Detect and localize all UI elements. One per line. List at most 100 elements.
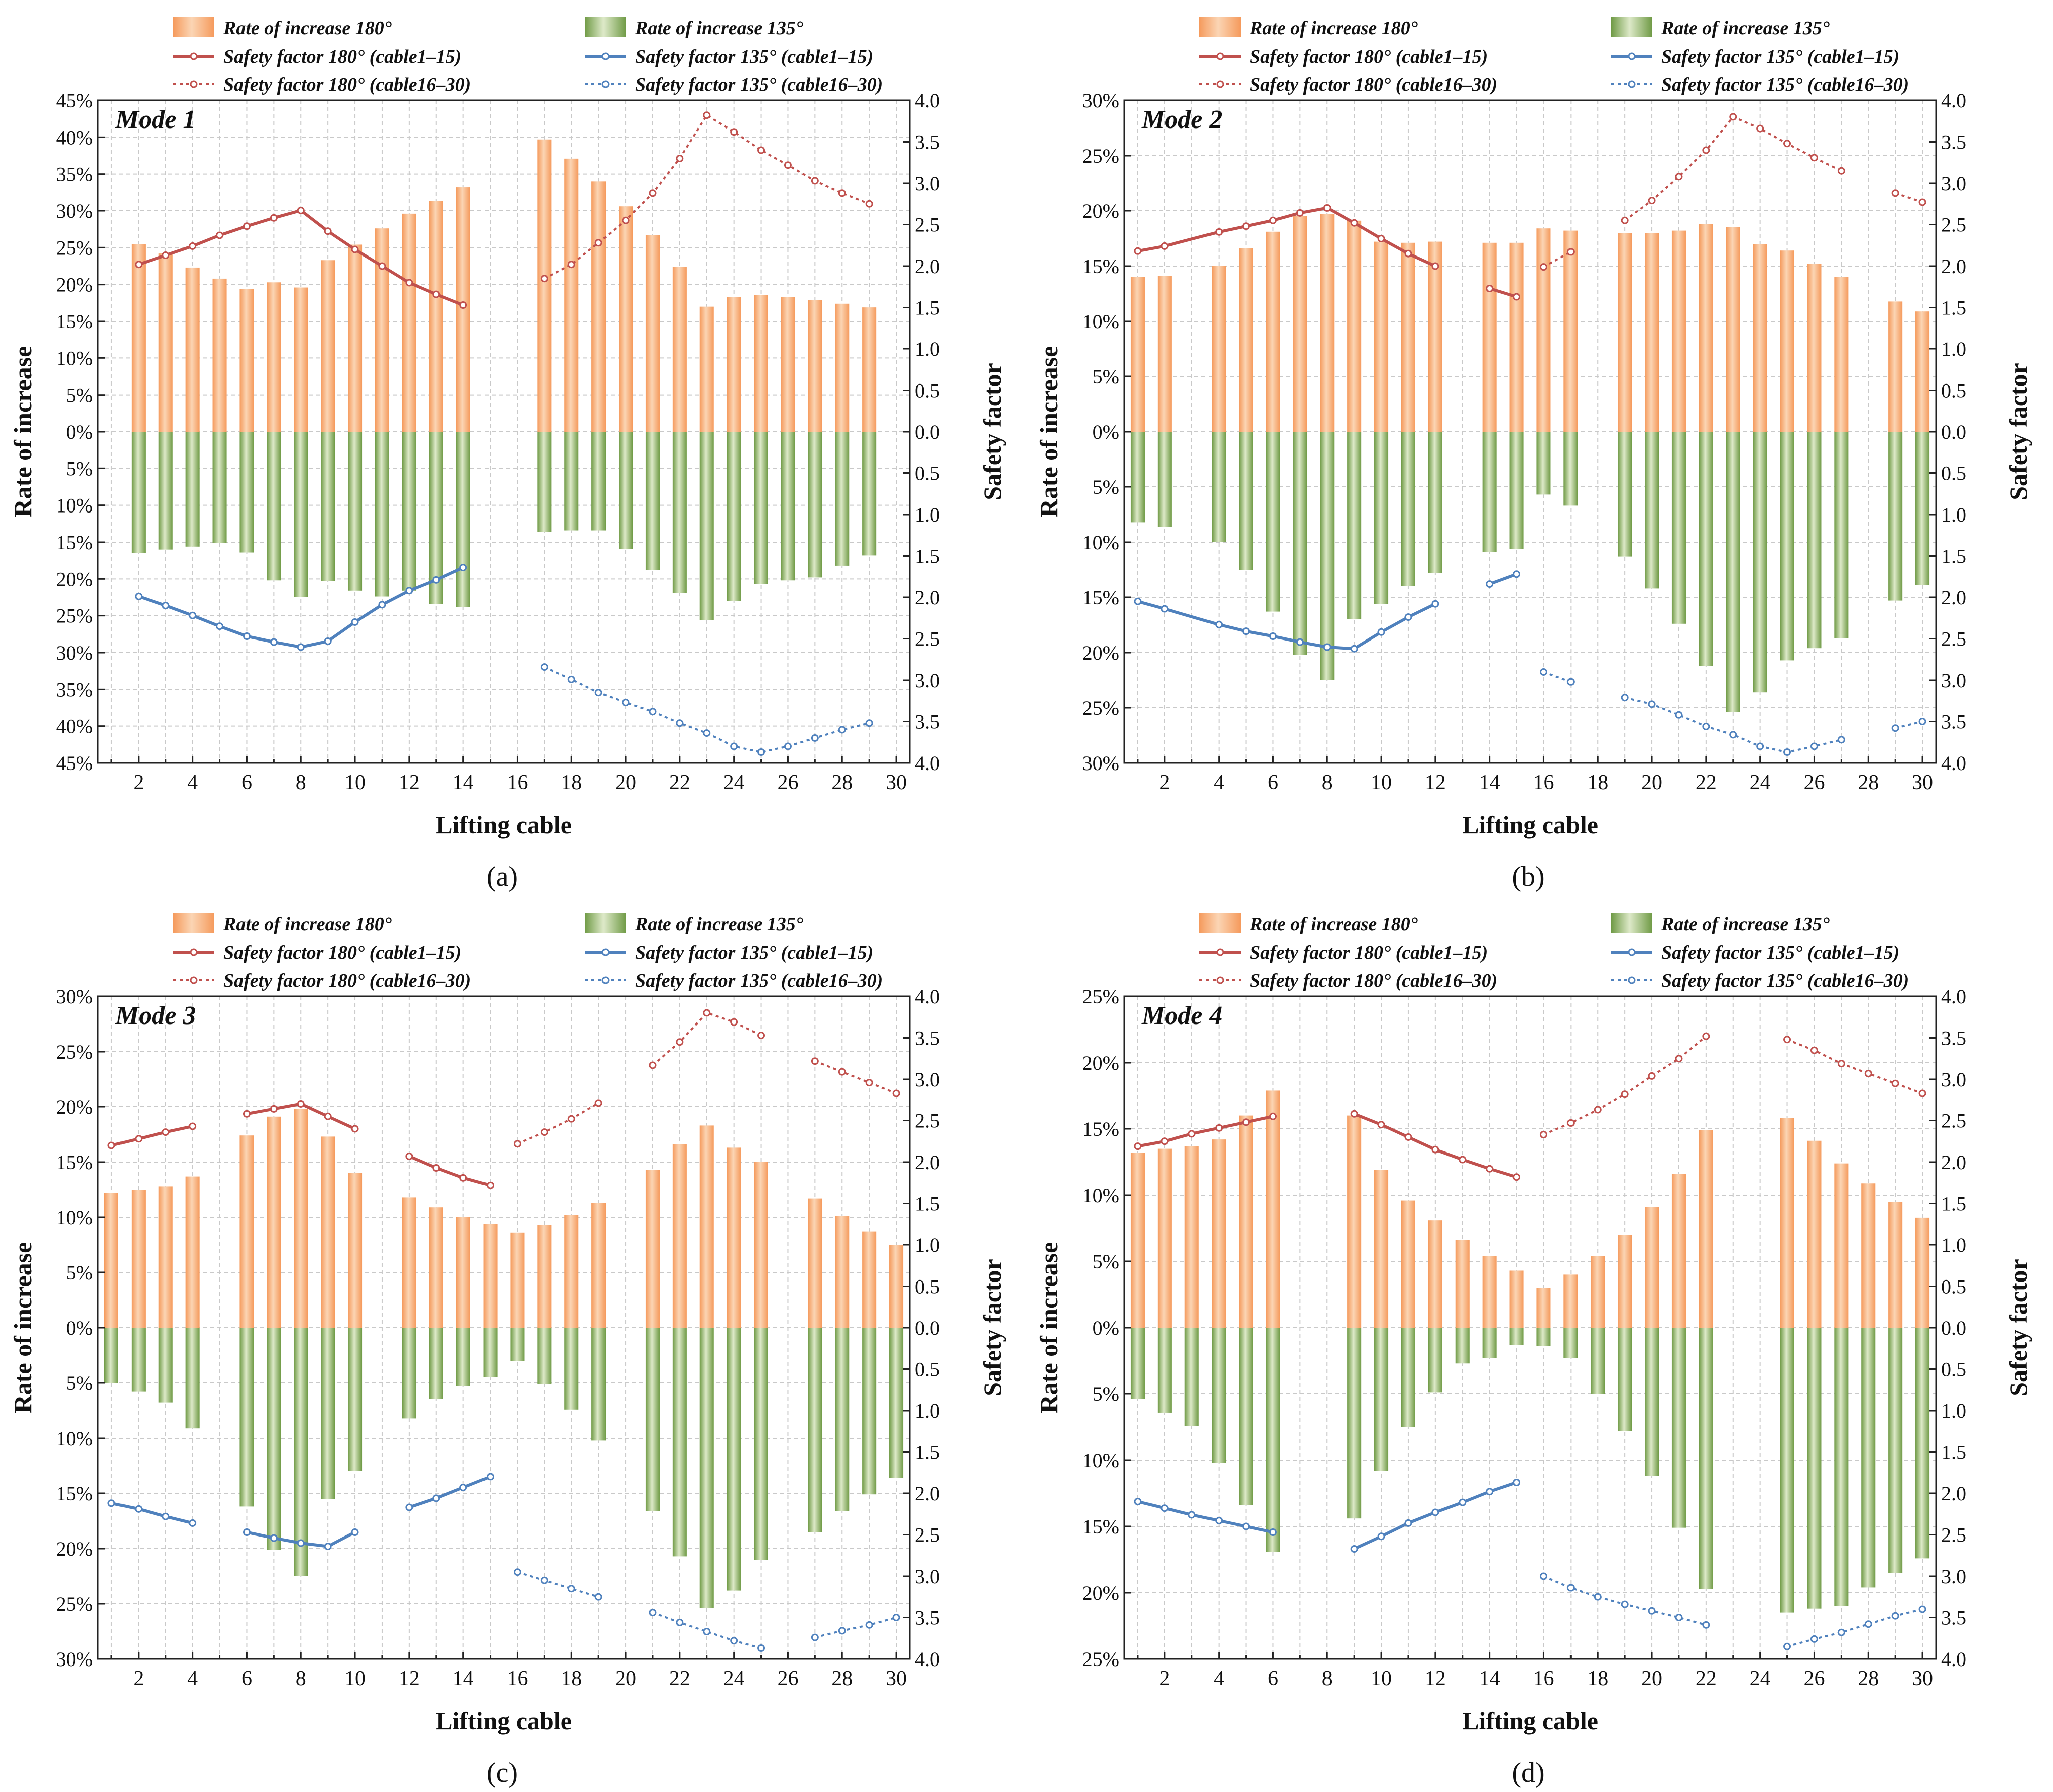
x-tick-label: 12 xyxy=(399,771,420,794)
bar-rate-180 xyxy=(1212,1139,1226,1328)
y-right-tick-label: 2.0 xyxy=(1941,255,1966,278)
bar-rate-180 xyxy=(1401,1200,1415,1328)
panel-caption: (c) xyxy=(487,1757,518,1788)
x-axis-title: Lifting cable xyxy=(436,1707,572,1735)
legend-swatch-marker xyxy=(1628,80,1636,88)
bars xyxy=(1130,214,1930,712)
bar-rate-180 xyxy=(1130,1153,1145,1328)
y-left-tick-label: 5% xyxy=(1093,1383,1119,1405)
line-safety-135-cable1-15-point xyxy=(1161,605,1169,613)
bar-rate-180 xyxy=(781,297,795,432)
y-right-tick-label: 0.5 xyxy=(915,379,940,402)
y-right-tick-label: 1.5 xyxy=(915,545,940,568)
bar-rate-180 xyxy=(158,253,173,432)
line-safety-180-cable1-15-point xyxy=(324,227,332,235)
bar-rate-180 xyxy=(1455,1240,1470,1328)
line-safety-135-cable1-15-point xyxy=(1269,632,1277,641)
bar-rate-180 xyxy=(1888,1202,1903,1328)
line-safety-180-cable1-15-point xyxy=(405,279,413,287)
line-safety-180-cable16-30-path xyxy=(1543,251,1572,268)
legend-swatch-bar xyxy=(173,17,214,37)
bar-rate-135 xyxy=(1753,432,1767,693)
x-tick-label: 30 xyxy=(886,1667,907,1690)
x-tick-label: 28 xyxy=(1858,1667,1879,1690)
y-left-tick-label: 25% xyxy=(56,1593,93,1615)
line-safety-135-cable16-30-point xyxy=(1566,678,1575,686)
legend-swatch-marker xyxy=(1216,948,1224,956)
y-left-tick-label: 40% xyxy=(56,126,93,149)
line-safety-180-cable16-30-point xyxy=(1756,124,1764,133)
bar-rate-135 xyxy=(1428,1328,1442,1393)
line-safety-135-cable16-30-point xyxy=(1918,1605,1926,1613)
y-left-tick-label: 10% xyxy=(1082,310,1119,333)
y-right-tick-label: 1.5 xyxy=(915,1441,940,1464)
chart-svg-a: 2 4 6 8 10 12 14 16 18 20 22 24 26 28 3045%40%35%30%25… xyxy=(9,17,1006,892)
line-safety-180-cable1-15-point xyxy=(459,301,467,309)
y-right-tick-label: 0.5 xyxy=(1941,1275,1966,1298)
legend-swatch-marker xyxy=(190,976,198,984)
bar-rate-135 xyxy=(1374,1328,1389,1471)
line-safety-180-cable16-30 xyxy=(811,1057,900,1097)
bar-rate-135 xyxy=(375,432,389,597)
y-axis-left: 45% 40% 35% 30% 25% 20% 15% 10% 5% 0% 5% 10% 15% 20% 2… xyxy=(56,89,105,775)
bar-rate-135 xyxy=(1861,1328,1876,1588)
line-safety-135-cable1-15-point xyxy=(216,622,224,630)
bar-rate-135 xyxy=(1671,1328,1686,1528)
legend-label: Rate of increase 135° xyxy=(635,914,803,935)
y-right-axis-title: Safety factor xyxy=(978,1259,1006,1396)
line-safety-135-cable16-30-point xyxy=(649,1609,657,1617)
bar-rate-135 xyxy=(1699,432,1713,666)
legend-swatch-marker xyxy=(1216,976,1224,984)
x-tick-label: 22 xyxy=(669,771,690,794)
line-safety-135-cable1-15-point xyxy=(1350,1545,1358,1553)
line-safety-135-cable1-15 xyxy=(405,1473,495,1511)
bar-rate-135 xyxy=(672,432,687,593)
y-right-tick-label: 2.5 xyxy=(915,628,940,651)
x-tick-label: 22 xyxy=(669,1667,690,1690)
legend-swatch-bar xyxy=(1199,913,1241,933)
line-safety-180-cable16-30-path xyxy=(814,1060,897,1094)
line-safety-180-cable16-30-path xyxy=(652,1011,762,1066)
line-safety-135-cable16-30-point xyxy=(1675,711,1683,719)
line-safety-180-cable16-30-point xyxy=(1539,263,1547,271)
y-left-tick-label: 10% xyxy=(1082,1449,1119,1472)
y-left-tick-label: 30% xyxy=(1082,752,1119,775)
line-safety-180-cable16-30-point xyxy=(1566,248,1575,256)
legend-swatch-marker xyxy=(1216,80,1224,88)
bars xyxy=(1130,1090,1930,1613)
line-safety-135-cable16-30-point xyxy=(1891,1612,1899,1620)
line-safety-135-cable16-30-point xyxy=(1566,1584,1575,1592)
y-left-tick-label: 40% xyxy=(56,715,93,738)
x-tick-label: 14 xyxy=(453,771,474,794)
bar-rate-180 xyxy=(321,1136,335,1328)
bar-rate-180 xyxy=(1563,230,1578,432)
line-safety-135-cable16-30 xyxy=(1891,718,1926,732)
y-left-tick-label: 20% xyxy=(56,1096,93,1118)
line-safety-135-cable1-15-point xyxy=(1188,1511,1196,1519)
bar-rate-135 xyxy=(131,432,146,553)
y-right-tick-label: 2.0 xyxy=(1941,1482,1966,1505)
y-right-tick-label: 3.5 xyxy=(1941,1607,1966,1629)
x-tick-label: 12 xyxy=(1425,771,1446,794)
bar-rate-135 xyxy=(1509,432,1524,549)
line-safety-180-cable16-30-path xyxy=(517,1102,599,1145)
x-tick-label: 4 xyxy=(187,771,198,794)
line-safety-135-cable1-15-point xyxy=(459,1483,467,1491)
line-safety-180-cable16-30-point xyxy=(865,200,873,208)
y-left-tick-label: 25% xyxy=(1082,985,1119,1008)
y-right-tick-label: 3.5 xyxy=(915,711,940,733)
legend: Rate of increase 180° Rate of increase 13… xyxy=(173,913,883,991)
bar-rate-135 xyxy=(429,1328,443,1399)
bar-rate-180 xyxy=(1699,1130,1713,1328)
bar-rate-135 xyxy=(591,1328,606,1441)
line-safety-180-cable1-15 xyxy=(107,1122,197,1149)
bar-rate-180 xyxy=(104,1193,118,1328)
bar-rate-135 xyxy=(1266,1328,1280,1552)
bar-rate-180 xyxy=(402,213,416,432)
bar-rate-180 xyxy=(239,1135,254,1328)
bar-rate-135 xyxy=(1645,432,1659,589)
bar-rate-135 xyxy=(645,432,660,570)
x-tick-label: 26 xyxy=(777,1667,798,1690)
line-safety-180-cable1-15-point xyxy=(1215,1124,1223,1132)
line-safety-180-cable1-15-point xyxy=(324,1112,332,1120)
